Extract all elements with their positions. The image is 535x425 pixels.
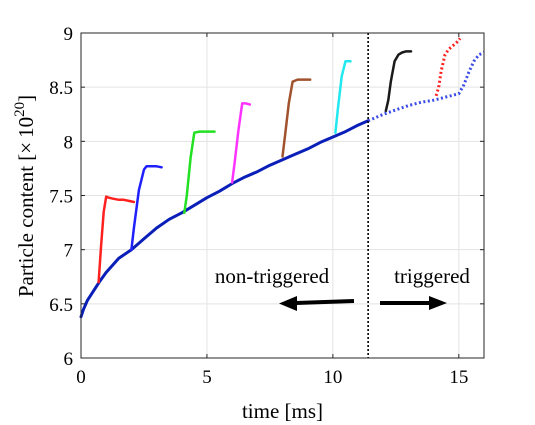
y-tick-label: 8 [64, 132, 74, 153]
y-tick-label: 7 [64, 241, 74, 262]
tick-labels: 0 5 10 15 6 6.5 7 7.5 8 8.5 9 [49, 24, 484, 388]
arrow-left-head [279, 296, 297, 311]
series-line-4 [230, 102, 252, 184]
grid-lines [80, 32, 484, 359]
annotation-triggered: triggered [394, 264, 470, 288]
series-line-8 [367, 51, 485, 123]
y-axis-label: Particle content [× 1020] [12, 95, 38, 297]
x-tick-label: 5 [202, 367, 212, 388]
series-lines [79, 37, 485, 319]
y-tick-label: 6 [64, 349, 74, 370]
arrow-left [279, 296, 355, 311]
x-tick-label: 10 [323, 367, 342, 388]
series-line-1 [97, 195, 136, 284]
arrow-right-head [429, 296, 447, 310]
series-line-3 [183, 130, 216, 215]
y-tick-label: 7.5 [49, 187, 73, 208]
arrow-left-shaft [295, 299, 355, 305]
y-tick-label: 6.5 [49, 295, 73, 316]
annotation-non-triggered: non-triggered [215, 264, 330, 288]
x-tick-label: 0 [76, 367, 86, 388]
series-line-2 [130, 165, 163, 251]
y-axis-label-base: 10 [14, 117, 38, 138]
arrow-right [380, 296, 447, 310]
series-line-7 [384, 50, 413, 113]
x-tick-label: 15 [449, 367, 468, 388]
y-tick-label: 9 [64, 24, 74, 45]
y-axis-label-times: × [14, 142, 38, 154]
y-axis-label-main: Particle content [ [14, 154, 38, 297]
y-tick-label: 8.5 [49, 78, 73, 99]
series-line-5 [281, 78, 312, 158]
y-axis-label-close: ] [14, 95, 38, 102]
series-line-0 [79, 119, 370, 319]
y-axis-label-exponent: 20 [12, 102, 28, 117]
series-line-6 [334, 59, 352, 134]
x-axis-label: time [ms] [242, 399, 323, 423]
series-line-9 [434, 37, 462, 97]
